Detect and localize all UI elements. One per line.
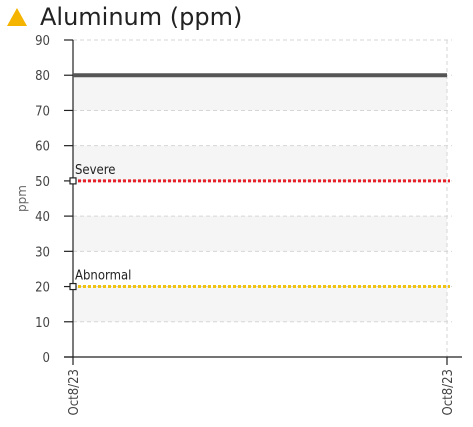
grid-band [73, 145, 447, 181]
grid-band [73, 75, 447, 111]
grid-band [73, 216, 447, 252]
threshold-marker-severe [69, 177, 77, 185]
y-tick-label: 0 [43, 351, 50, 366]
y-axis-label: ppm [15, 185, 29, 212]
y-tick-label: 60 [35, 140, 50, 155]
y-tick-label: 20 [35, 281, 50, 296]
grid-band [73, 286, 447, 322]
chart-header: Aluminum (ppm) [6, 0, 242, 34]
chart-title: Aluminum (ppm) [40, 3, 243, 31]
threshold-label-severe: Severe [75, 163, 115, 178]
y-tick-label: 40 [35, 210, 50, 225]
threshold-label-abnormal: Abnormal [75, 269, 131, 284]
y-tick-label: 50 [35, 175, 50, 190]
x-tick-label: Oct8/23 [67, 369, 82, 415]
y-tick-label: 90 [35, 34, 50, 49]
warning-triangle-icon [7, 8, 27, 26]
y-tick-label: 80 [35, 69, 50, 84]
x-tick-label: Oct8/23 [441, 369, 456, 415]
y-tick-label: 10 [35, 316, 50, 331]
y-tick-label: 30 [35, 245, 50, 260]
threshold-marker-abnormal [69, 282, 77, 291]
y-tick-label: 70 [35, 104, 50, 119]
